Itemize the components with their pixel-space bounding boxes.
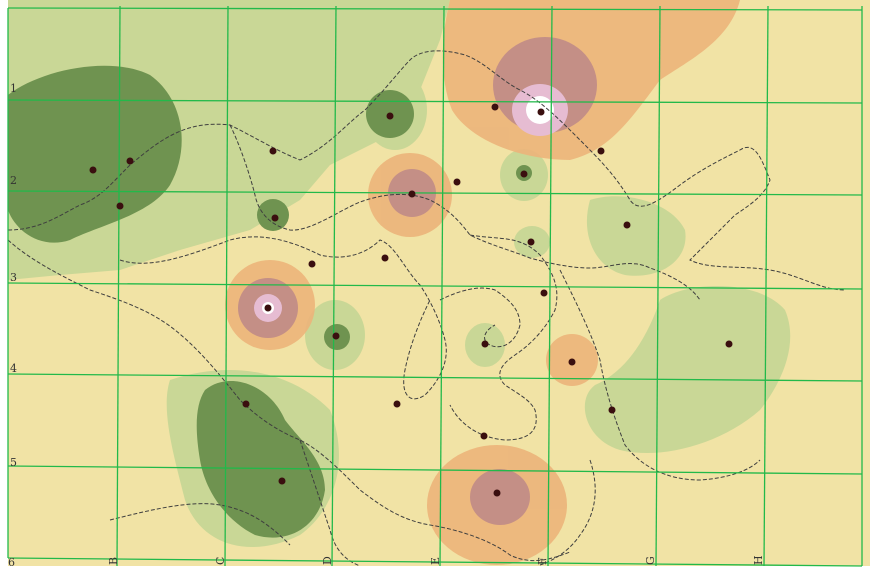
sample-point [242,400,250,408]
sample-point [527,238,535,246]
sample-point [493,489,501,497]
sample-point [623,221,631,229]
row-label-4: 4 [10,362,17,375]
sample-point [491,103,499,111]
sample-point [408,190,416,198]
sample-point [520,170,528,178]
sample-point [481,340,489,348]
sample-point [480,432,488,440]
sample-points [89,103,733,497]
sample-point [269,147,277,155]
col-label-B: B [107,557,120,565]
col-label-D: D [321,556,334,565]
sample-point [386,112,394,120]
sample-point [540,289,548,297]
sample-point [597,147,605,155]
col-label-C: C [214,557,227,565]
col-label-H: H [752,555,765,565]
sample-point [116,202,124,210]
sample-point [126,157,134,165]
sample-point [537,108,545,116]
sample-point [393,400,401,408]
sample-point [308,260,316,268]
sample-point [453,178,461,186]
row-labels: 1 2 3 4 5 6 [8,82,17,569]
row-label-1: 1 [10,82,17,95]
row-label-3: 3 [10,271,17,284]
sample-point [264,304,272,312]
sample-point [725,340,733,348]
boundary-lines [7,50,846,567]
row-label-6: 6 [8,556,15,569]
row-label-5: 5 [10,456,17,469]
grid-lines [7,5,863,567]
column-labels: B C D E F G H [107,555,765,565]
row-label-2: 2 [10,174,17,187]
col-label-F: F [536,557,549,565]
col-label-E: E [429,557,442,565]
sample-point [568,358,576,366]
sample-point [332,332,340,340]
sample-point [271,214,279,222]
col-label-G: G [644,556,657,565]
sample-point [608,406,616,414]
sample-point [381,254,389,262]
sample-point [278,477,286,485]
sample-point [89,166,97,174]
dark-green-zones [8,65,532,538]
